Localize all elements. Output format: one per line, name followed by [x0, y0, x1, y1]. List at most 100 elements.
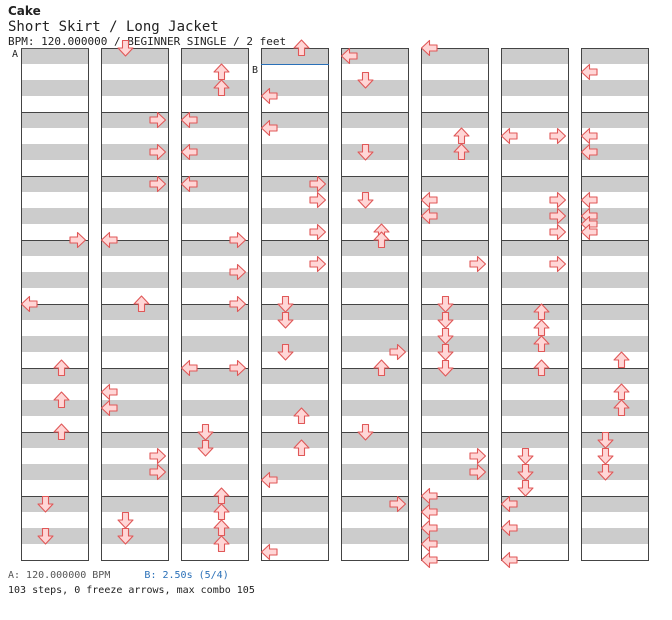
beat-band [421, 496, 489, 512]
right-arrow-icon [469, 255, 487, 273]
beat-band [261, 528, 329, 544]
beat-band [181, 272, 249, 288]
right-arrow-icon [549, 255, 567, 273]
beat-band [261, 304, 329, 320]
beat-band [21, 464, 89, 480]
right-arrow-icon [149, 175, 167, 193]
beat-band [181, 400, 249, 416]
beat-band [101, 528, 169, 544]
beat-band [261, 240, 329, 256]
up-arrow-icon [453, 127, 470, 145]
beat-band [21, 208, 89, 224]
right-arrow-icon [149, 447, 167, 465]
up-arrow-icon [293, 39, 310, 57]
beat-band [181, 336, 249, 352]
column-border [101, 48, 169, 561]
chart-column [580, 48, 649, 561]
beat-band [341, 240, 409, 256]
beat-band [581, 176, 649, 192]
beat-band [501, 432, 569, 448]
beat-band [21, 240, 89, 256]
beat-band [261, 80, 329, 96]
beat-band [181, 112, 249, 128]
left-arrow-icon [420, 207, 438, 225]
left-arrow-icon [100, 383, 118, 401]
down-arrow-icon [117, 39, 134, 57]
beat-band [21, 304, 89, 320]
left-arrow-icon [260, 543, 278, 561]
beat-band [501, 464, 569, 480]
beat-band [261, 400, 329, 416]
beat-band [261, 336, 329, 352]
beat-band [181, 240, 249, 256]
up-arrow-icon [213, 79, 230, 97]
right-arrow-icon [309, 191, 327, 209]
beat-band [581, 528, 649, 544]
beat-band [581, 336, 649, 352]
column-border [581, 48, 649, 561]
beat-band [101, 112, 169, 128]
chart-column [180, 48, 249, 561]
left-arrow-icon [420, 191, 438, 209]
left-arrow-icon [420, 39, 438, 57]
beat-band [581, 112, 649, 128]
right-arrow-icon [309, 223, 327, 241]
beat-band [261, 48, 329, 64]
left-arrow-icon [580, 191, 598, 209]
left-arrow-icon [580, 127, 598, 145]
beat-band [341, 432, 409, 448]
chart-column [500, 48, 569, 569]
down-arrow-icon [597, 463, 614, 481]
beat-band [421, 304, 489, 320]
beat-band [261, 368, 329, 384]
beat-band [181, 432, 249, 448]
up-arrow-icon [373, 231, 390, 249]
beat-band [101, 336, 169, 352]
beat-band [261, 144, 329, 160]
down-arrow-icon [517, 479, 534, 497]
left-arrow-icon [580, 143, 598, 161]
column-border [421, 48, 489, 561]
up-arrow-icon [453, 143, 470, 161]
beat-band [581, 464, 649, 480]
up-arrow-icon [53, 391, 70, 409]
beat-band [261, 432, 329, 448]
beat-band [21, 48, 89, 64]
beat-band [421, 176, 489, 192]
left-arrow-icon [420, 535, 438, 553]
beat-band [501, 48, 569, 64]
beat-band [421, 464, 489, 480]
up-arrow-icon [533, 335, 550, 353]
footer-markers: A: 120.000000 BPM B: 2.50s (5/4) [8, 570, 229, 581]
left-arrow-icon [180, 111, 198, 129]
beat-band [581, 304, 649, 320]
beat-band [421, 400, 489, 416]
right-arrow-icon [229, 231, 247, 249]
beat-band [501, 80, 569, 96]
beat-band [341, 48, 409, 64]
up-arrow-icon [53, 359, 70, 377]
beat-band [501, 528, 569, 544]
right-arrow-icon [549, 191, 567, 209]
beat-band [501, 208, 569, 224]
beat-band [341, 400, 409, 416]
beat-band [421, 336, 489, 352]
beat-band [581, 240, 649, 256]
beat-band [341, 272, 409, 288]
column-border [181, 48, 249, 561]
left-arrow-icon [100, 399, 118, 417]
down-arrow-icon [357, 423, 374, 441]
beat-band [421, 368, 489, 384]
beat-band [181, 176, 249, 192]
down-arrow-icon [117, 527, 134, 545]
marker-label-a: A [12, 49, 18, 60]
up-arrow-icon [613, 351, 630, 369]
left-arrow-icon [420, 551, 438, 569]
right-arrow-icon [549, 207, 567, 225]
right-arrow-icon [149, 143, 167, 161]
step-chart: AB [12, 39, 649, 569]
beat-band [101, 464, 169, 480]
column-border [341, 48, 409, 561]
chart-info: BPM: 120.000000 / BEGINNER SINGLE / 2 fe… [8, 35, 287, 48]
beat-band [501, 496, 569, 512]
